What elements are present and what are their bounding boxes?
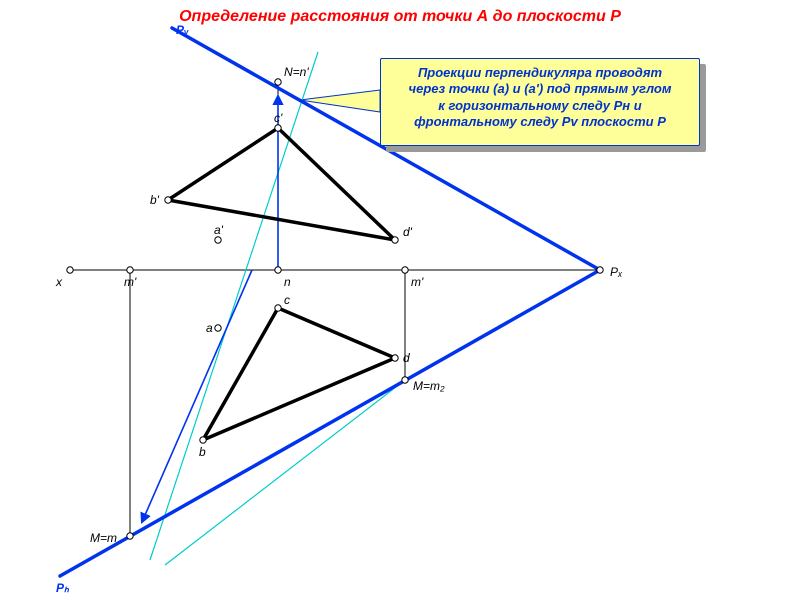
point-Pₓ — [597, 267, 603, 273]
point-m' — [402, 267, 408, 273]
point-label-Pₓ: Pₓ — [610, 265, 623, 279]
trace-label: Pₕ — [56, 581, 70, 595]
cyan-line-1 — [165, 380, 405, 565]
cyan-line-0 — [150, 52, 318, 560]
point-M=m — [127, 533, 133, 539]
point-label-b: b — [199, 445, 206, 459]
point-label-x: x — [55, 275, 63, 289]
point-label-M=m: M=m — [90, 531, 117, 545]
point-label-d: d — [403, 351, 410, 365]
point-label-N=n': N=n' — [284, 65, 309, 79]
point-b — [200, 437, 206, 443]
point-label-c: c — [284, 293, 290, 307]
triangle-lower — [203, 308, 395, 440]
trace-Ph — [60, 270, 600, 576]
point-label-b': b' — [150, 193, 160, 207]
point-d — [392, 355, 398, 361]
point-a' — [215, 237, 221, 243]
point-label-m': m' — [411, 275, 424, 289]
point-label-n: n — [284, 275, 291, 289]
callout-line: к горизонтальному следу Рн и — [391, 98, 689, 114]
point-label-d': d' — [403, 225, 413, 239]
point-label-a: a — [206, 321, 213, 335]
point-N=n' — [275, 79, 281, 85]
point-M=m₂ — [402, 377, 408, 383]
point-c' — [275, 125, 281, 131]
point-label-m': m' — [124, 275, 137, 289]
triangle-upper — [168, 128, 395, 240]
point-m' — [127, 267, 133, 273]
point-b' — [165, 197, 171, 203]
point-label-c': c' — [274, 111, 283, 125]
point-d' — [392, 237, 398, 243]
callout-line: Проекции перпендикуляра проводят — [391, 65, 689, 81]
trace-label: Pᵥ — [176, 23, 189, 37]
callout-box: Проекции перпендикуляра проводятчерез то… — [380, 58, 700, 146]
perpendicular-arrow-1 — [142, 270, 252, 522]
point-x — [67, 267, 73, 273]
callout-line: через точки (а) и (а') под прямым углом — [391, 81, 689, 97]
point-c — [275, 305, 281, 311]
point-label-M=m₂: M=m₂ — [413, 379, 445, 393]
callout-line: фронтальному следу Pv плоскости Р — [391, 114, 689, 130]
point-label-a': a' — [214, 223, 224, 237]
point-n — [275, 267, 281, 273]
point-a — [215, 325, 221, 331]
